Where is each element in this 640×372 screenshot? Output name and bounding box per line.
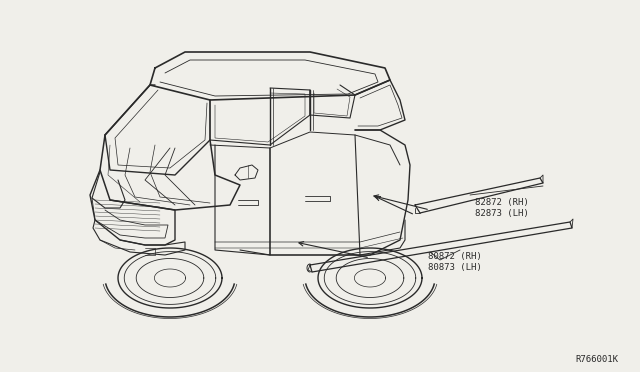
Text: 82872 (RH)
82873 (LH): 82872 (RH) 82873 (LH) (475, 198, 529, 218)
Text: 80872 (RH)
80873 (LH): 80872 (RH) 80873 (LH) (428, 252, 482, 272)
Text: R766001K: R766001K (575, 355, 618, 364)
